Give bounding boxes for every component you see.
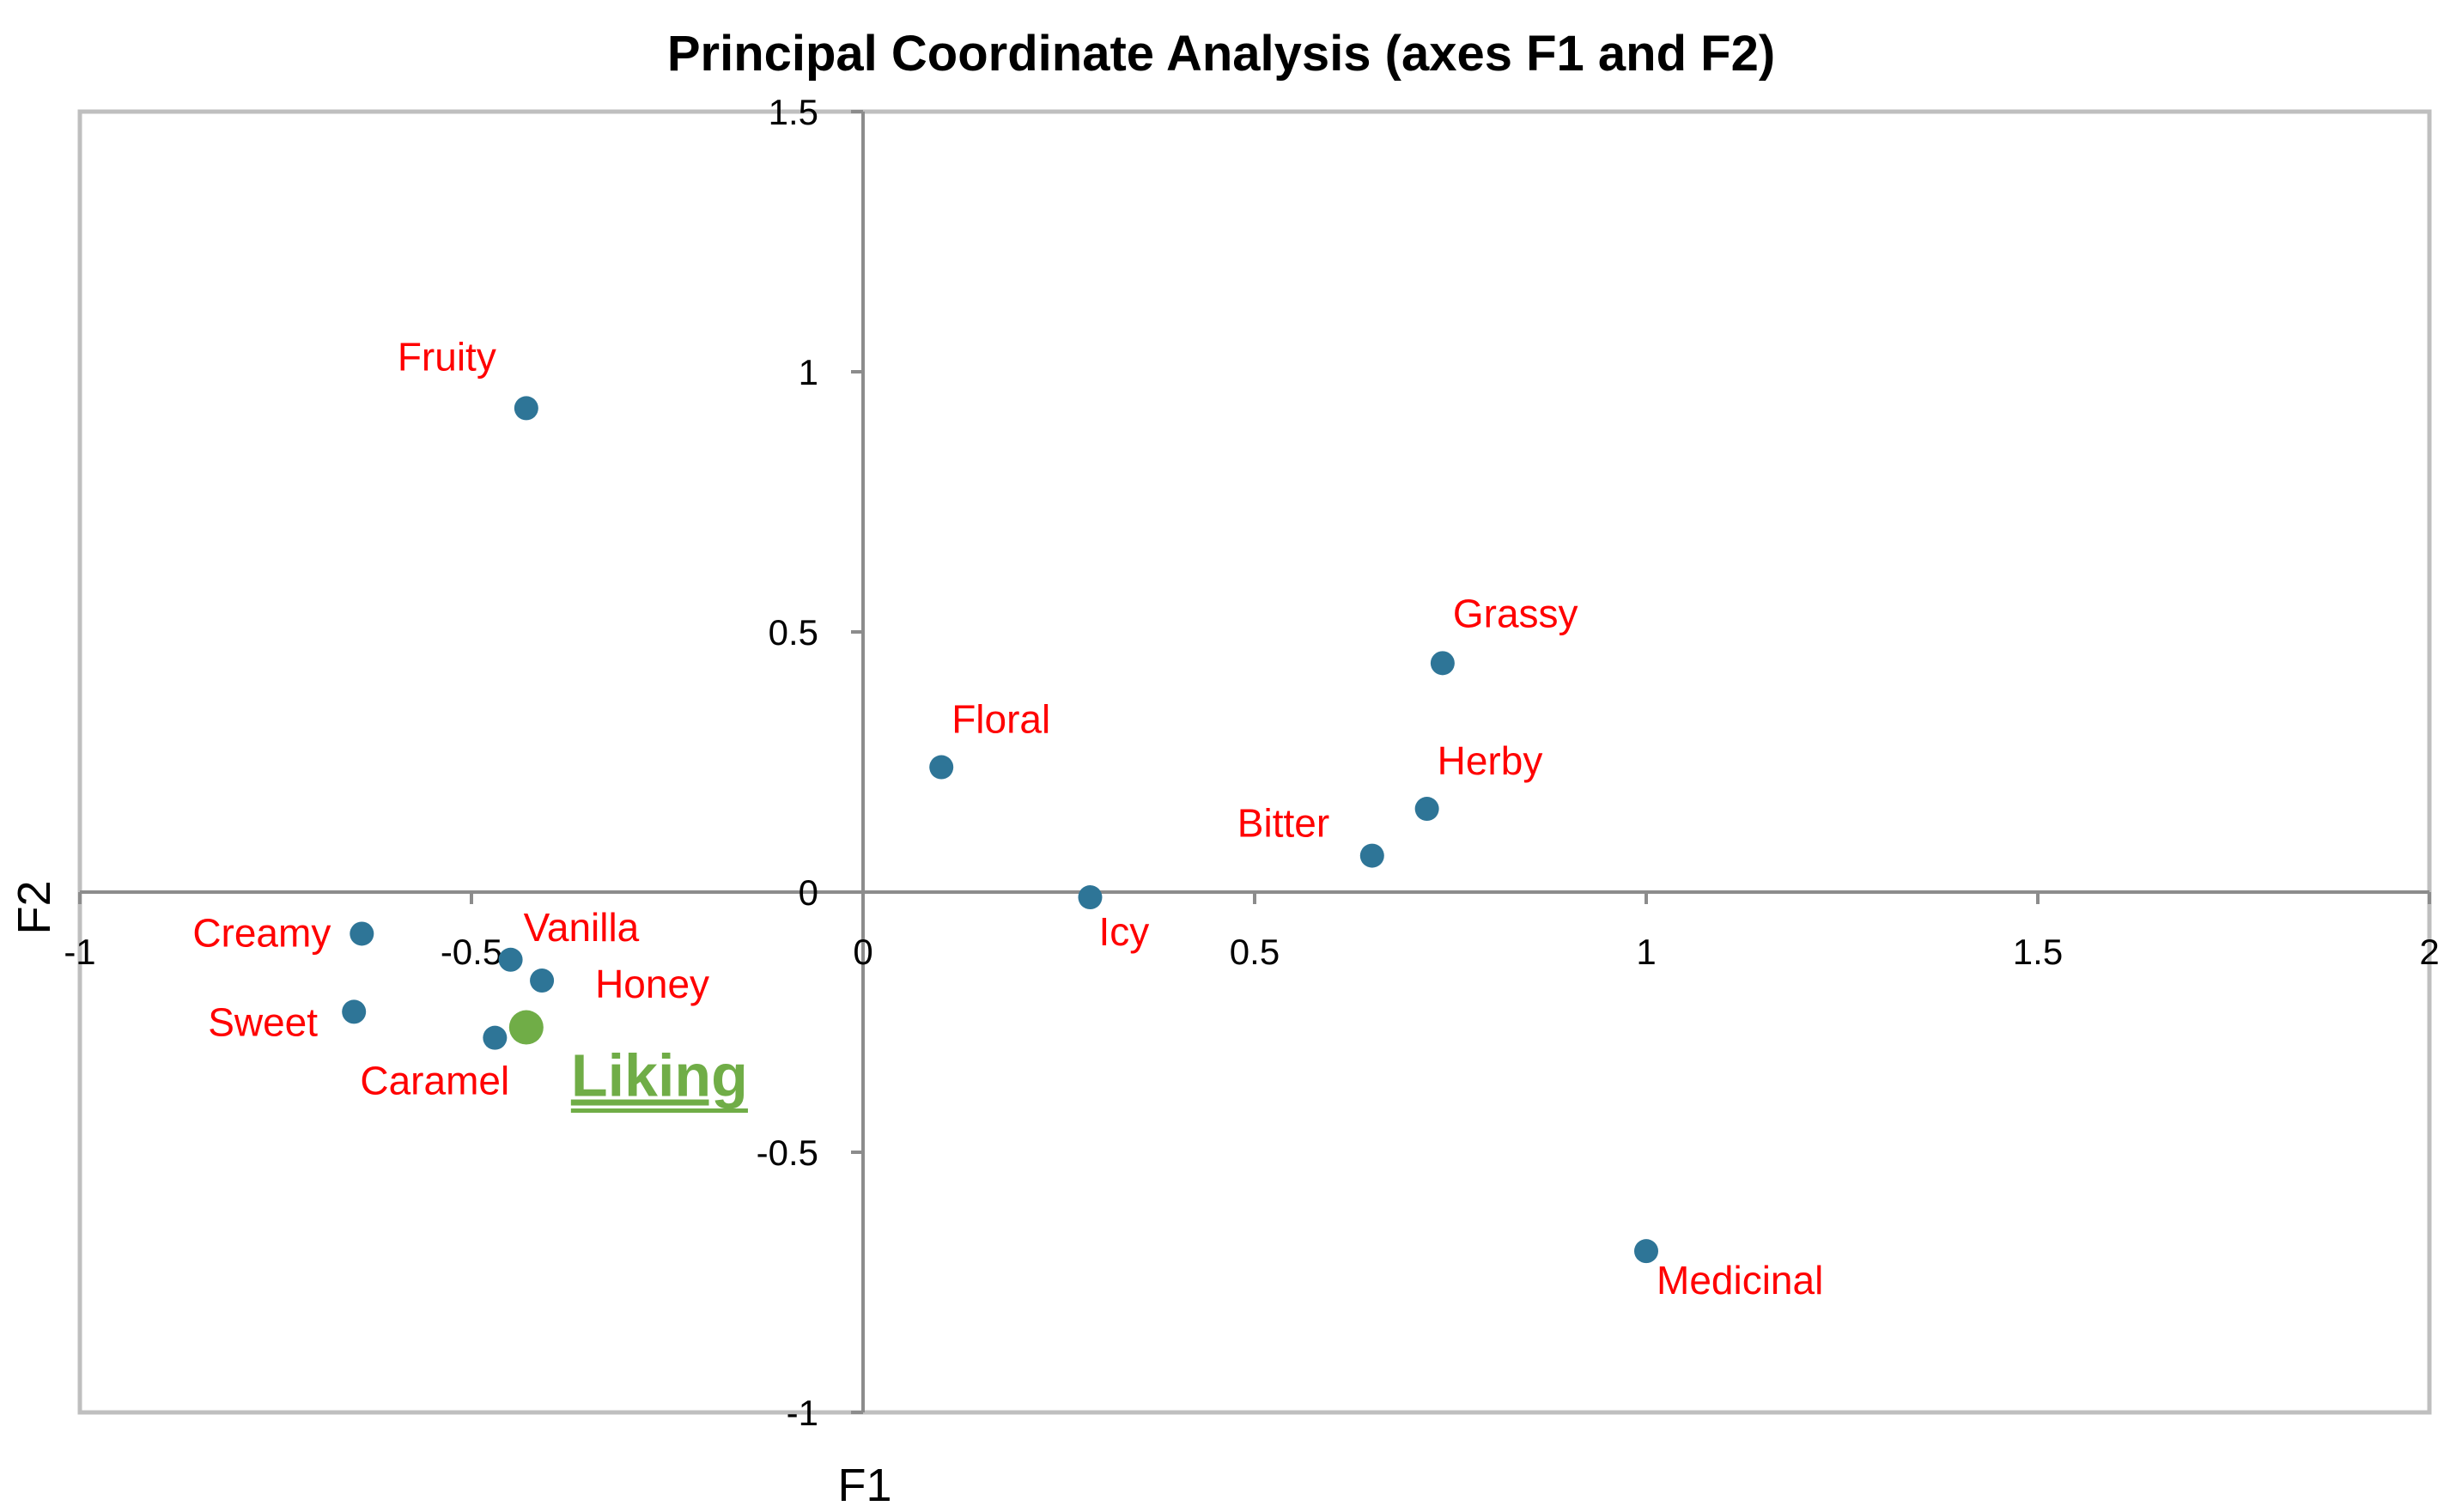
label-honey: Honey: [595, 962, 709, 1006]
point-icy: [1078, 885, 1103, 910]
point-honey: [530, 969, 555, 993]
point-medicinal: [1634, 1239, 1658, 1264]
x-tick-label: -0.5: [441, 932, 502, 972]
label-sweet: Sweet: [208, 999, 318, 1044]
point-grassy: [1430, 651, 1455, 676]
label-medicinal: Medicinal: [1657, 1258, 1823, 1303]
point-fruity: [514, 396, 538, 421]
y-tick-label: -0.5: [757, 1132, 818, 1173]
axes: -1 -0.5 0 0.5 1 1.5 2 -1 -0.5 0 0.5 1 1.5: [64, 92, 2439, 1433]
label-liking: Liking: [571, 1042, 748, 1109]
y-tick-label: -1: [787, 1393, 818, 1433]
label-bitter: Bitter: [1237, 801, 1329, 846]
label-floral: Floral: [951, 697, 1050, 742]
label-caramel: Caramel: [360, 1059, 509, 1103]
x-tick-label: -1: [64, 932, 95, 972]
plot-area-border: [77, 109, 2432, 1415]
label-icy: Icy: [1098, 909, 1149, 954]
x-axis-label: F1: [837, 1460, 891, 1511]
y-tick-label: 0.5: [769, 612, 818, 653]
chart-title: Principal Coordinate Analysis (axes F1 a…: [667, 26, 1775, 82]
y-tick-label: 0: [799, 872, 818, 913]
x-tick-label: 2: [2419, 932, 2439, 972]
point-liking: [508, 1010, 544, 1045]
point-sweet: [342, 999, 367, 1024]
point-caramel: [483, 1025, 508, 1050]
x-tick-label: 0: [853, 932, 872, 972]
x-tick-label: 1.5: [2013, 932, 2063, 972]
label-vanilla: Vanilla: [524, 905, 640, 950]
x-tick-label: 1: [1636, 932, 1656, 972]
y-tick-label: 1.5: [769, 92, 818, 132]
point-floral: [929, 755, 954, 780]
point-bitter: [1359, 843, 1384, 868]
point-herby: [1414, 797, 1439, 822]
point-creamy: [350, 921, 374, 946]
data-points: Fruity Grassy Floral Herby Bitter Icy Creamy Va…: [192, 334, 1823, 1303]
label-herby: Herby: [1438, 738, 1543, 783]
label-creamy: Creamy: [192, 910, 331, 955]
point-vanilla: [498, 947, 523, 972]
label-fruity: Fruity: [398, 334, 496, 379]
y-tick-label: 1: [799, 352, 818, 392]
x-tick-label: 0.5: [1230, 932, 1280, 972]
y-axis-label: F2: [9, 880, 60, 934]
label-grassy: Grassy: [1453, 591, 1578, 635]
